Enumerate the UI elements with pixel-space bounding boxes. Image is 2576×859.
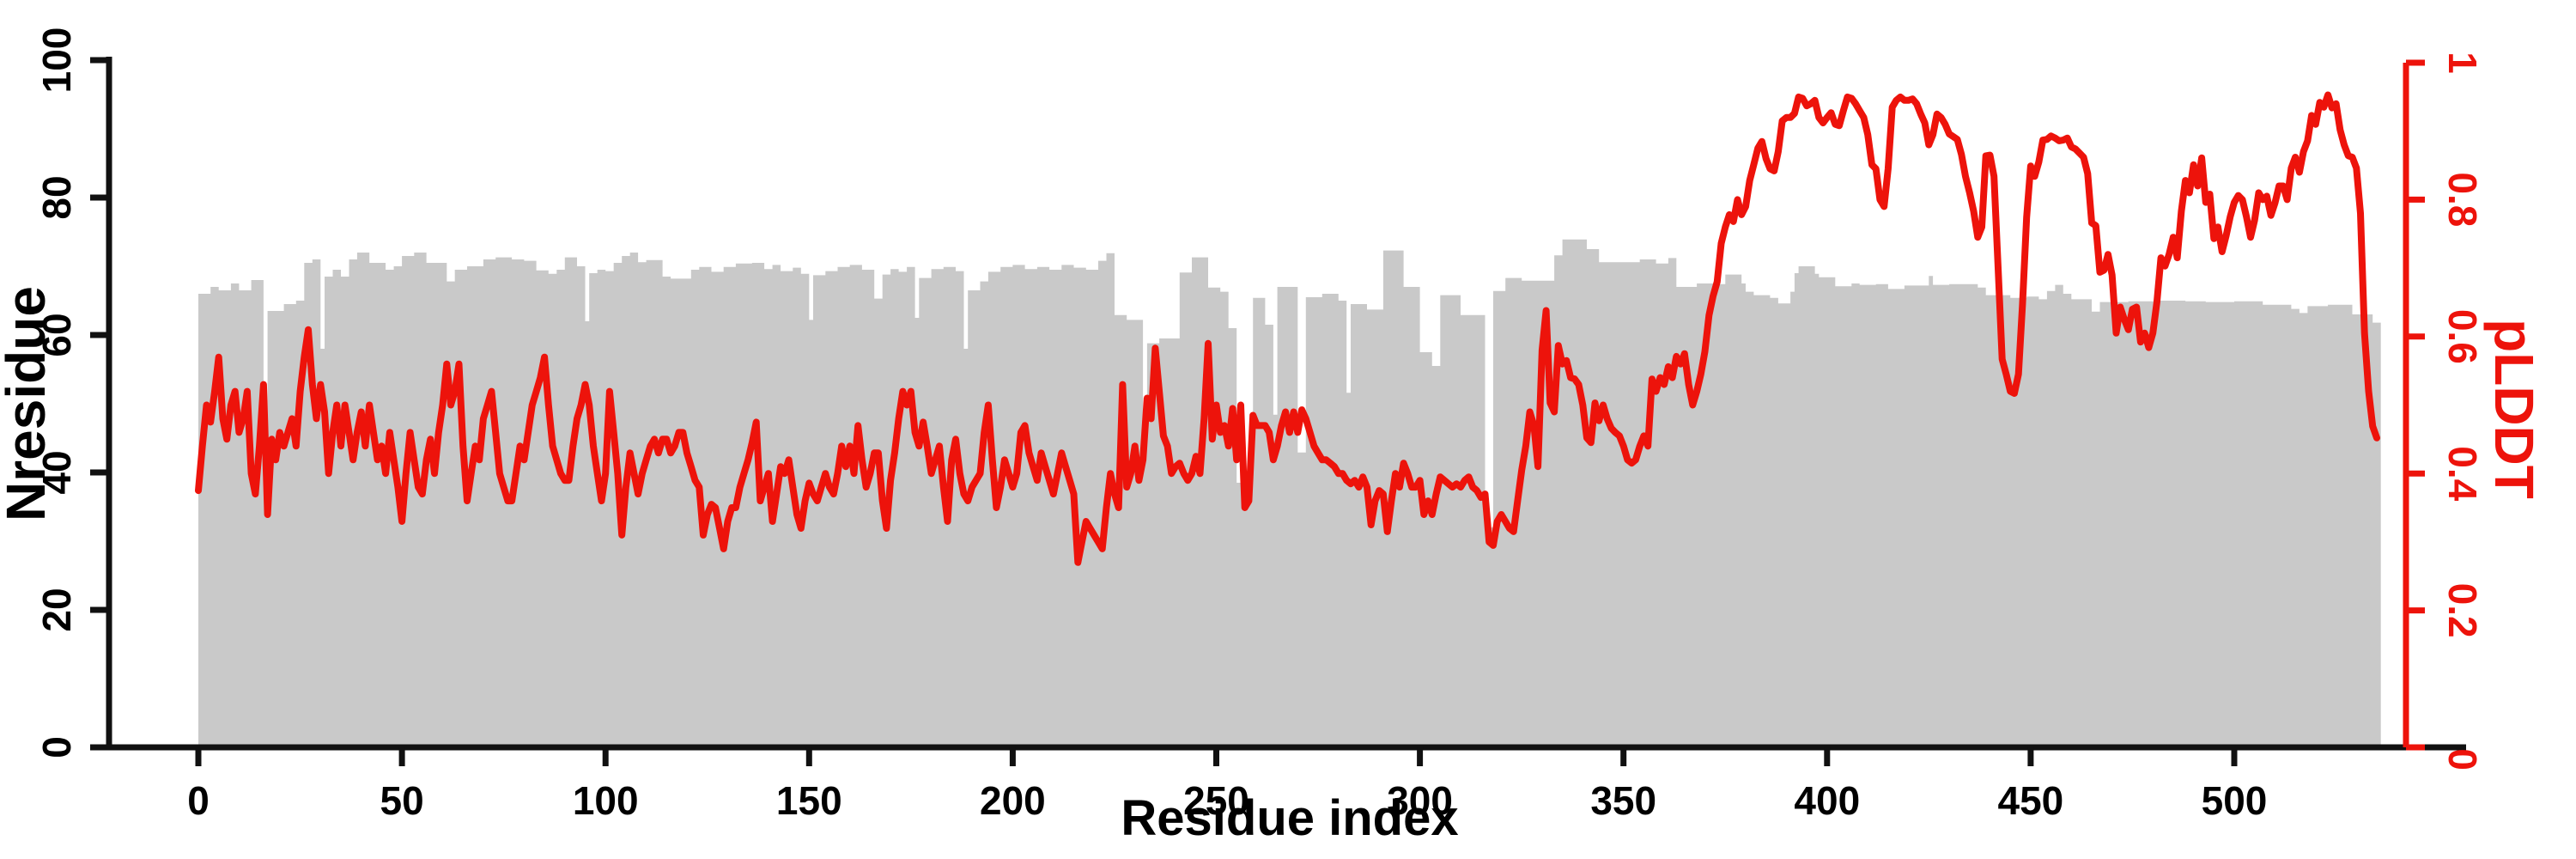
x-tick-label-450: 450 [1998,778,2064,823]
x-tick-label-0: 0 [187,778,210,823]
x-tick-label-500: 500 [2202,778,2268,823]
right-tick-label-0.4: 0.4 [2440,446,2485,501]
x-tick-label-400: 400 [1794,778,1860,823]
left-axis-title: Nresidue [0,286,57,521]
x-tick-label-300: 300 [1387,778,1453,823]
left-tick-label-100: 100 [34,27,79,94]
right-axis-title: pLDDT [2483,319,2545,499]
right-tick-label-1: 1 [2440,52,2485,74]
left-axis [90,57,112,751]
plddt-line [195,91,2380,566]
x-tick-label-150: 150 [776,778,842,823]
nresidue-bars [198,239,2381,747]
left-tick-label-0: 0 [34,736,79,758]
right-axis-tick-labels: 0 0.2 0.4 0.6 0.8 1 [2440,52,2485,771]
left-tick-label-20: 20 [34,588,79,631]
x-axis-tick-labels: 0 50 100 150 200 250 300 350 400 450 500 [187,778,2267,823]
x-axis-title: Residue index [1121,790,1458,846]
right-tick-label-0: 0 [2440,748,2485,771]
x-tick-label-250: 250 [1183,778,1249,823]
x-tick-label-200: 200 [980,778,1046,823]
right-tick-label-0.6: 0.6 [2440,309,2485,364]
x-tick-label-100: 100 [573,778,639,823]
bottom-axis [101,744,2466,766]
x-tick-label-350: 350 [1590,778,1656,823]
x-tick-label-50: 50 [380,778,424,823]
left-tick-label-80: 80 [34,175,79,219]
left-tick-label-60: 60 [34,313,79,356]
right-axis [2403,59,2425,751]
right-tick-label-0.2: 0.2 [2440,583,2485,638]
left-tick-label-40: 40 [34,450,79,494]
right-tick-label-0.8: 0.8 [2440,172,2485,227]
left-axis-tick-labels: 0 20 40 60 80 100 [34,27,79,758]
